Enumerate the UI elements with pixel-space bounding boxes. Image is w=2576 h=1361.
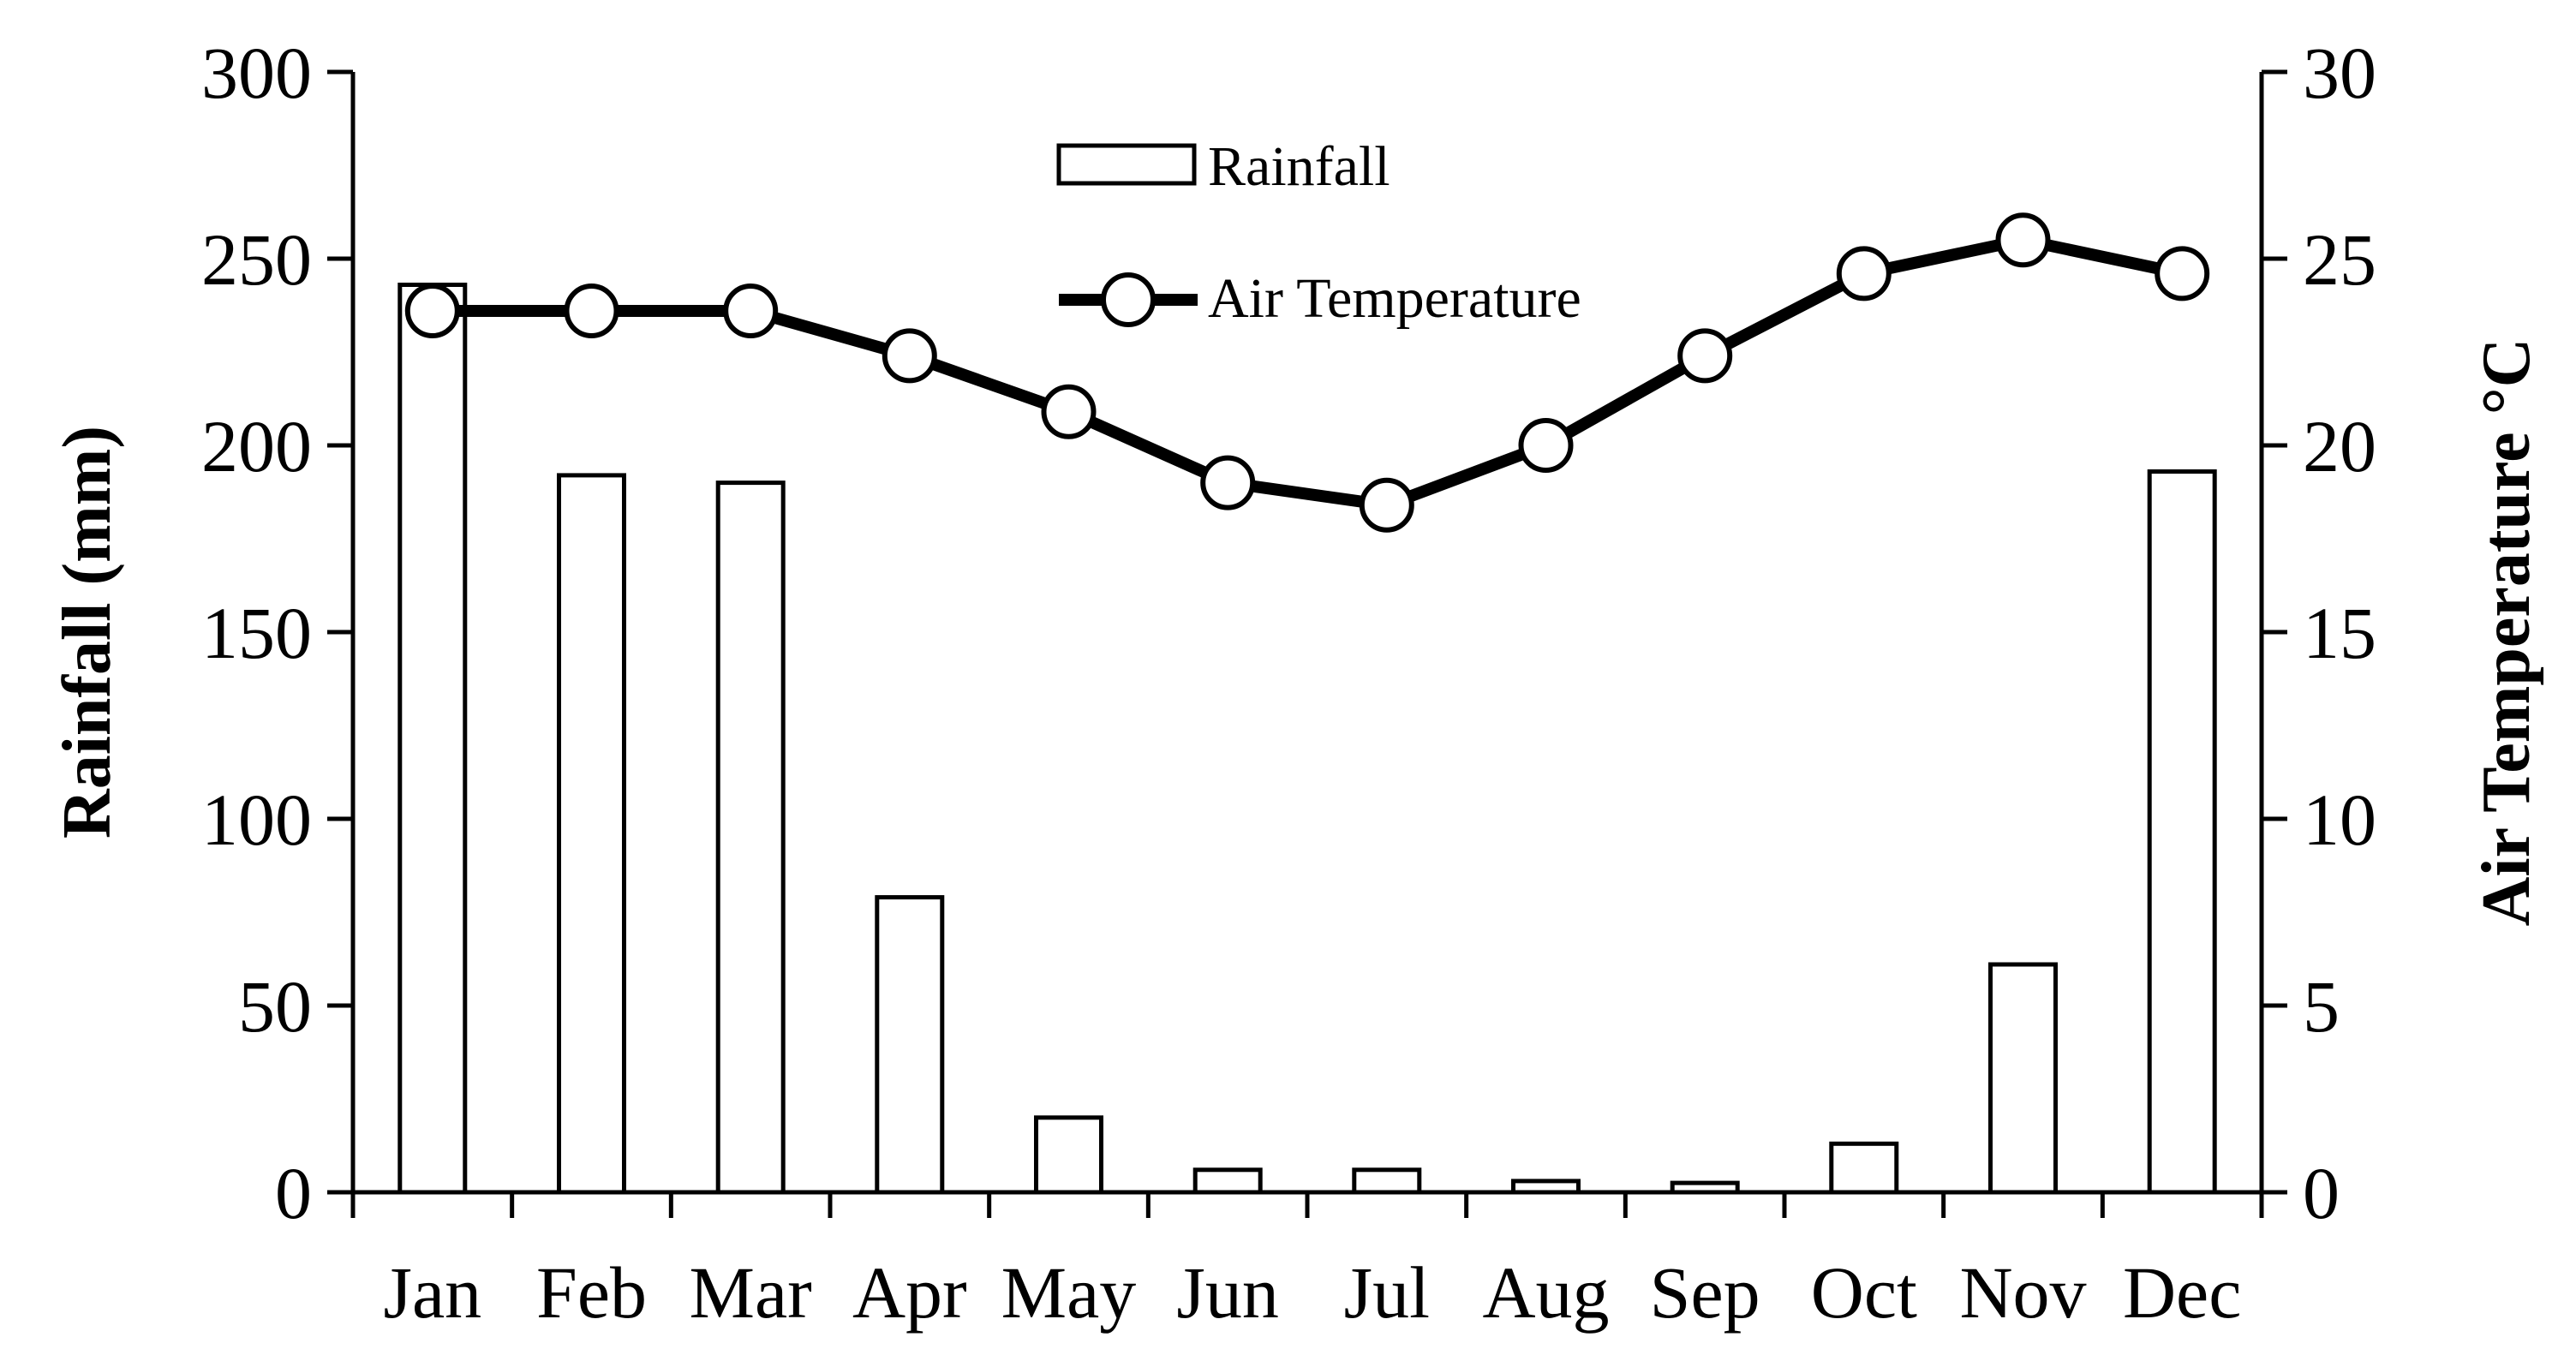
bar-may	[1034, 1115, 1103, 1195]
legend-rainfall-label: Rainfall	[1208, 135, 1390, 198]
temperature-point-jun	[1200, 455, 1256, 510]
y2-axis-title: Air Temperature °C	[2469, 338, 2544, 927]
y-tick-label: 200	[201, 405, 312, 487]
bar-mar	[715, 481, 786, 1195]
temperature-point-aug	[1518, 418, 1574, 473]
y-tick-label: 100	[201, 779, 312, 861]
temperature-point-apr	[882, 328, 937, 384]
bar-nov	[1988, 962, 2058, 1195]
x-tick-label-jan: Jan	[384, 1251, 482, 1334]
x-tick-label-may: May	[1001, 1251, 1137, 1334]
y2-tick-label: 10	[2303, 779, 2376, 861]
temperature-line	[404, 212, 2210, 533]
y2-tick-label: 25	[2303, 218, 2376, 301]
temperature-point-oct	[1836, 246, 1892, 301]
axis-labels: 0 50 100 150 200 250 300 0 5 10 15 20 25 30 Jan Feb Mar A…	[201, 32, 2376, 1334]
x-tick-label-jun: Jun	[1176, 1251, 1278, 1334]
temperature-point-dec	[2155, 246, 2210, 301]
x-tick-label-mar: Mar	[690, 1251, 812, 1334]
temperature-point-may	[1041, 384, 1097, 439]
x-tick-label-sep: Sep	[1650, 1251, 1760, 1334]
y-tick-label: 50	[238, 965, 312, 1048]
y2-tick-label: 5	[2303, 965, 2340, 1048]
y-axis-title: Rainfall (mm)	[50, 426, 125, 839]
y2-tick-label: 30	[2303, 32, 2376, 114]
y-tick-label: 250	[201, 218, 312, 301]
y-tick-label: 0	[275, 1152, 312, 1234]
rainfall-bars	[397, 283, 2217, 1195]
x-tick-label-oct: Oct	[1811, 1251, 1917, 1334]
legend-temperature-swatch-marker	[1101, 272, 1156, 327]
x-tick-label-apr: Apr	[852, 1251, 967, 1334]
x-tick-label-dec: Dec	[2123, 1251, 2241, 1334]
temperature-point-mar	[723, 284, 779, 338]
temperature-point-jul	[1359, 477, 1414, 533]
y2-tick-label: 20	[2303, 405, 2376, 487]
y2-tick-label: 0	[2303, 1152, 2340, 1234]
y-tick-label: 300	[201, 32, 312, 114]
legend-temperature-label: Air Temperature	[1208, 267, 1581, 330]
bar-apr	[875, 895, 945, 1195]
x-tick-label-feb: Feb	[536, 1251, 647, 1334]
bar-feb	[557, 473, 626, 1195]
bar-jun	[1192, 1167, 1263, 1195]
axes	[327, 69, 2287, 1218]
y2-tick-label: 15	[2303, 592, 2376, 674]
x-tick-label-nov: Nov	[1959, 1251, 2086, 1334]
bar-jul	[1352, 1167, 1422, 1195]
x-tick-label-aug: Aug	[1482, 1251, 1609, 1334]
bar-jan	[397, 283, 468, 1195]
temperature-point-jan	[404, 284, 460, 338]
temperature-point-feb	[564, 284, 619, 338]
legend-rainfall-swatch	[1056, 143, 1197, 186]
temperature-point-sep	[1677, 328, 1733, 384]
bar-dec	[2147, 469, 2217, 1195]
x-tick-label-jul: Jul	[1344, 1251, 1430, 1334]
legend: Rainfall Air Temperature	[1056, 135, 1581, 330]
temperature-point-nov	[1995, 212, 2051, 268]
y-tick-label: 150	[201, 592, 312, 674]
bar-oct	[1829, 1141, 1899, 1195]
